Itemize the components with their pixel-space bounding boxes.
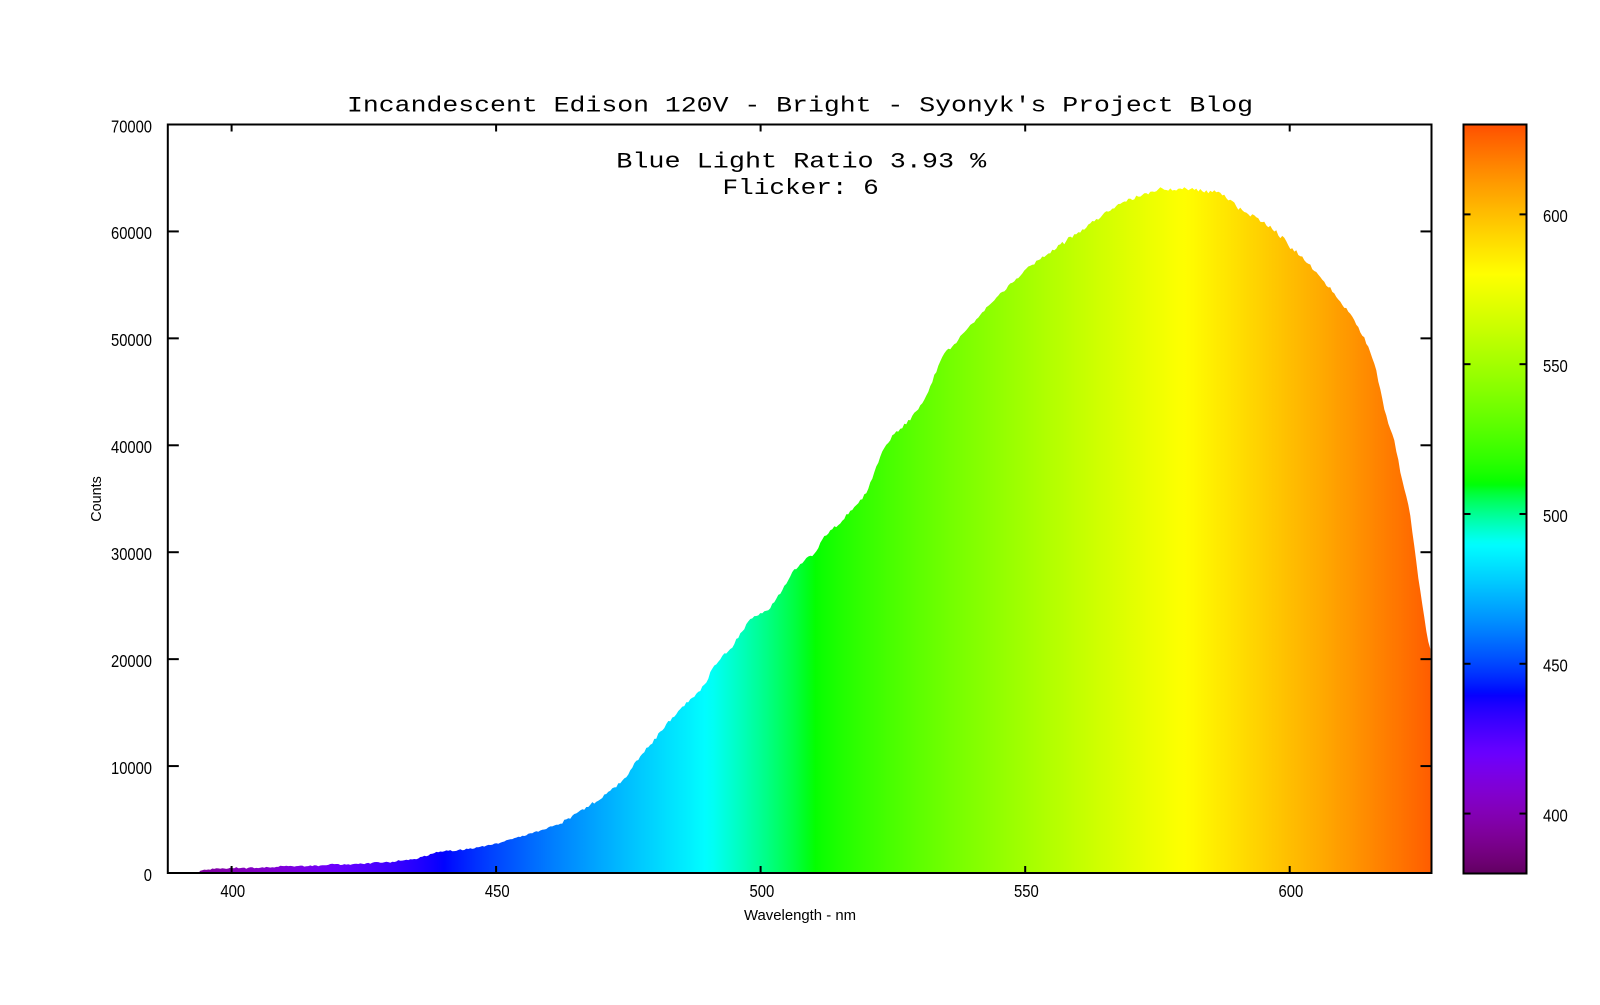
svg-text:550: 550 — [1014, 881, 1039, 901]
svg-text:Wavelength - nm: Wavelength - nm — [744, 908, 856, 924]
svg-text:Counts: Counts — [88, 476, 105, 522]
svg-text:30000: 30000 — [111, 544, 152, 564]
svg-text:10000: 10000 — [111, 758, 152, 778]
svg-text:450: 450 — [485, 881, 510, 901]
svg-text:50000: 50000 — [111, 330, 152, 350]
svg-text:Incandescent Edison 120V - Bri: Incandescent Edison 120V - Bright - Syon… — [347, 93, 1253, 119]
svg-text:500: 500 — [750, 881, 775, 901]
svg-text:70000: 70000 — [111, 116, 152, 136]
svg-text:550: 550 — [1543, 356, 1568, 376]
svg-text:Blue Light Ratio 3.93 %: Blue Light Ratio 3.93 % — [616, 149, 987, 175]
svg-text:40000: 40000 — [111, 437, 152, 457]
svg-text:600: 600 — [1543, 206, 1568, 226]
svg-text:Flicker: 6: Flicker: 6 — [723, 175, 879, 201]
svg-text:0: 0 — [144, 865, 152, 885]
svg-text:600: 600 — [1279, 881, 1304, 901]
svg-text:60000: 60000 — [111, 223, 152, 243]
svg-text:500: 500 — [1543, 506, 1568, 526]
svg-text:400: 400 — [1543, 805, 1568, 825]
svg-text:400: 400 — [220, 881, 245, 901]
svg-text:20000: 20000 — [111, 651, 152, 671]
svg-text:450: 450 — [1543, 656, 1568, 676]
